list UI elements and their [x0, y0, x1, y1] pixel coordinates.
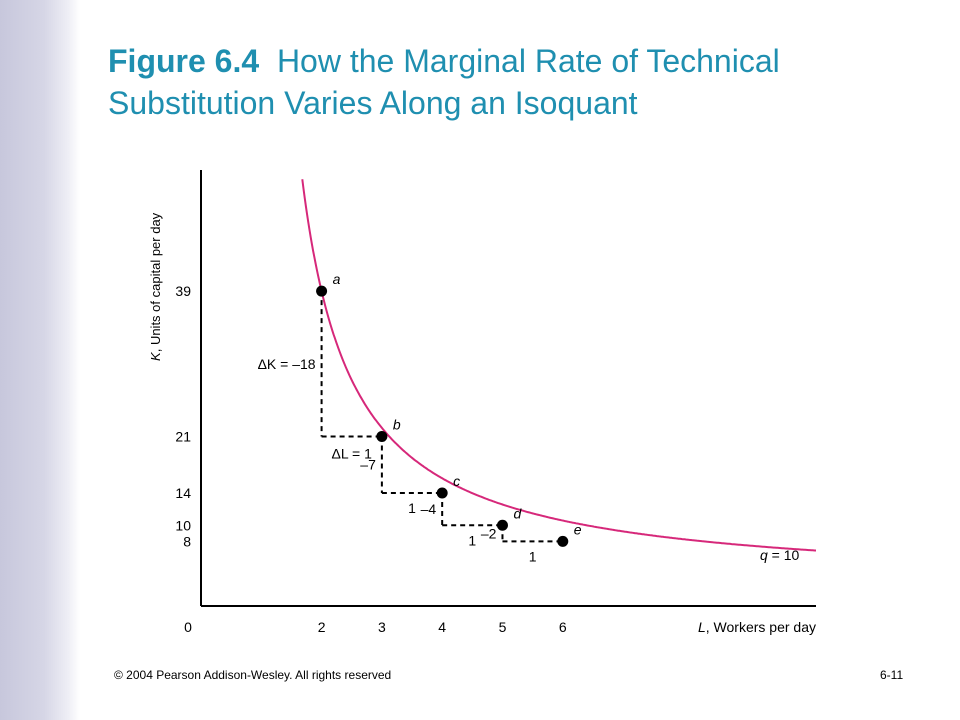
footer-page-number: 6-11 [880, 668, 904, 682]
point-d [496, 519, 508, 531]
delta-k-label-4: –2 [481, 525, 497, 541]
delta-l-label-1: ΔL = 1 [332, 445, 373, 461]
delta-l-label-3: 1 [468, 532, 476, 548]
y-tick-label-21: 21 [175, 428, 191, 444]
footer-copyright: © 2004 Pearson Addison-Wesley. All right… [114, 668, 392, 682]
figure-number: Figure 6.4 [108, 43, 260, 79]
title-line-1: How the Marginal Rate of Technical [276, 43, 780, 79]
decorative-side-band [0, 0, 80, 720]
x-tick-label-6: 6 [559, 619, 567, 635]
title-line-2: Substitution Varies Along an Isoquant [108, 85, 638, 121]
delta-l-label-4: 1 [529, 548, 537, 564]
y-tick-label-8: 8 [183, 533, 191, 549]
point-label-e: e [574, 521, 582, 537]
point-e [557, 535, 569, 547]
delta-k-label-3: –4 [421, 501, 437, 517]
x-tick-label-3: 3 [378, 619, 386, 635]
point-label-a: a [333, 271, 341, 287]
delta-l-label-2: 1 [408, 500, 416, 516]
point-a [316, 285, 328, 297]
delta-k-label-1: ΔK = –18 [258, 356, 316, 372]
delta-k-label-2: –7 [360, 457, 376, 473]
x-tick-label-0: 0 [184, 619, 192, 635]
x-tick-label-5: 5 [499, 619, 507, 635]
isoquant-curve [301, 179, 816, 552]
y-tick-label-14: 14 [175, 485, 191, 501]
y-tick-label-39: 39 [175, 283, 191, 299]
x-tick-label-2: 2 [318, 619, 326, 635]
point-c [436, 487, 448, 499]
y-tick-label-10: 10 [175, 517, 191, 533]
point-label-d: d [513, 505, 522, 521]
isoquant-label: q = 10 [760, 547, 800, 563]
y-axis-label: K, Units of capital per day [148, 212, 163, 361]
x-axis-label: L, Workers per day [698, 619, 816, 635]
point-b [376, 430, 388, 442]
x-tick-label-4: 4 [438, 619, 446, 635]
slide-title: Figure 6.4 How the Marginal Rate of Tech… [108, 40, 948, 124]
point-label-c: c [453, 473, 460, 489]
point-label-b: b [393, 416, 401, 432]
